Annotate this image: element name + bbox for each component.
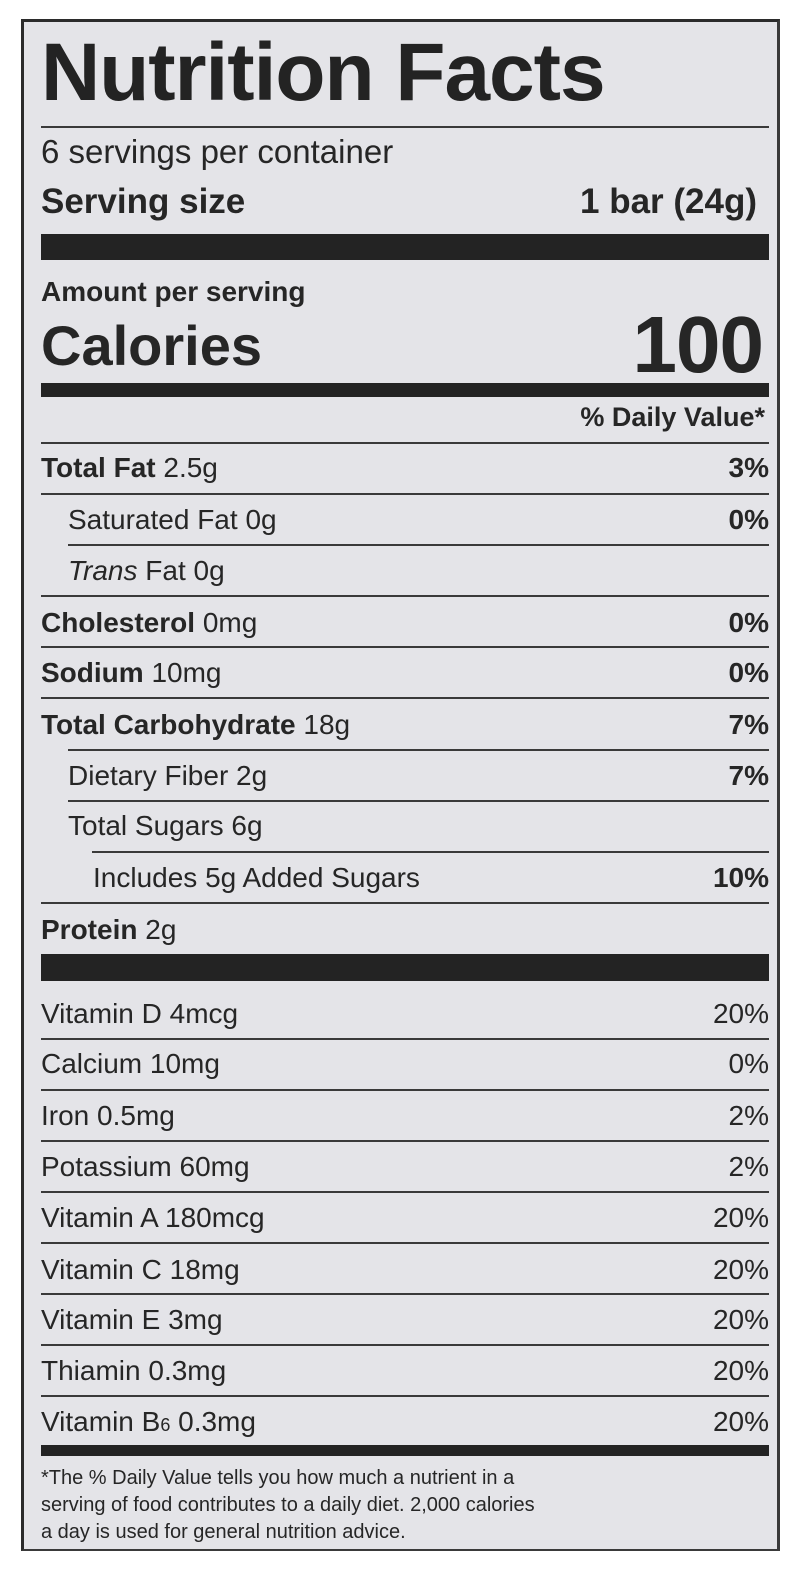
divider-thick-vitamins — [41, 954, 769, 981]
nutrient-name: Total Carbohydrate — [41, 709, 296, 740]
nutrient-amount: 18g — [303, 709, 351, 740]
divider-row — [41, 1191, 769, 1193]
divider-row — [68, 749, 769, 751]
vitamin-dv: 20% — [712, 1355, 769, 1386]
nutrient-dv: 7% — [728, 709, 769, 740]
divider-row — [41, 1395, 769, 1397]
divider-row — [41, 1140, 769, 1142]
nutrient-name: Protein — [41, 914, 138, 945]
vitamin-name: Thiamin 0.3mg — [41, 1355, 227, 1386]
vitamin-dv: 2% — [728, 1100, 769, 1131]
nutrient-amount: 0g — [193, 555, 225, 586]
vitamin-dv: 20% — [712, 1202, 769, 1233]
nutrient-amount: 6g — [231, 810, 263, 841]
divider-row — [68, 800, 769, 802]
nutrient-amount: 0mg — [202, 607, 258, 638]
vitamin-dv: 20% — [712, 1254, 769, 1285]
servings-per-container: 6 servings per container — [41, 133, 394, 170]
nutrient-dv: 3% — [728, 452, 769, 483]
footnote: *The % Daily Value tells you how much a … — [41, 1465, 761, 1546]
divider-row — [41, 493, 769, 495]
footnote-line: *The % Daily Value tells you how much a … — [41, 1467, 515, 1489]
nutrient-name: Fat — [145, 555, 186, 586]
footnote-line: a day is used for general nutrition advi… — [41, 1521, 406, 1543]
divider-dv — [41, 442, 769, 444]
vitamin-dv: 20% — [712, 1304, 769, 1335]
nutrient-dv: 0% — [728, 504, 769, 535]
vitamin-name: Vitamin B6 0.3mg — [41, 1406, 256, 1437]
nutrient-name-italic: Trans — [68, 555, 138, 586]
nutrient-amount: 0g — [245, 504, 277, 535]
amount-per-serving: Amount per serving — [41, 276, 306, 307]
vitamin-name: Vitamin D 4mcg — [41, 998, 239, 1029]
nutrition-facts-label: Nutrition Facts 6 servings per container… — [21, 19, 780, 1551]
divider-row — [41, 902, 769, 904]
nutrient-name: Saturated Fat — [68, 504, 238, 535]
divider-row — [41, 697, 769, 699]
label-title: Nutrition Facts — [41, 27, 606, 118]
nutrient-amount: 2g — [236, 760, 268, 791]
nutrient-name: Total Fat — [41, 452, 156, 483]
vitamin-name: Potassium 60mg — [41, 1151, 250, 1182]
vitamin-dv: 0% — [728, 1048, 769, 1079]
divider-title — [41, 126, 769, 128]
nutrient-name: Includes 5g Added Sugars — [93, 862, 420, 893]
divider-row — [41, 1242, 769, 1244]
divider-thick-serving — [41, 234, 769, 260]
serving-size-label: Serving size — [41, 182, 246, 221]
divider-row — [41, 1038, 769, 1040]
divider-row — [41, 1089, 769, 1091]
vitamin-name: Vitamin E 3mg — [41, 1304, 223, 1335]
daily-value-header: % Daily Value* — [580, 402, 765, 432]
nutrient-name: Cholesterol — [41, 607, 196, 638]
divider-medium-footnote — [41, 1445, 769, 1456]
divider-row — [41, 1344, 769, 1346]
nutrient-dv: 0% — [728, 607, 769, 638]
vitamin-name: Calcium 10mg — [41, 1048, 220, 1079]
calories-label: Calories — [41, 314, 262, 377]
nutrient-dv: 7% — [728, 760, 769, 791]
divider-row — [41, 1293, 769, 1295]
divider-row — [41, 595, 769, 597]
divider-medium-calories — [41, 383, 769, 397]
nutrient-dv: 10% — [712, 862, 769, 893]
nutrient-name: Total Sugars — [68, 810, 224, 841]
divider-row — [68, 544, 769, 546]
vitamin-dv: 20% — [712, 998, 769, 1029]
vitamin-name: Vitamin A 180mcg — [41, 1202, 265, 1233]
nutrient-amount: 2g — [145, 914, 177, 945]
nutrient-amount: 2.5g — [163, 452, 218, 483]
vitamin-name: Vitamin C 18mg — [41, 1254, 240, 1285]
vitamin-dv: 2% — [728, 1151, 769, 1182]
nutrient-dv: 0% — [728, 657, 769, 688]
vitamin-dv: 20% — [712, 1406, 769, 1437]
divider-row — [92, 851, 769, 853]
serving-size-value: 1 bar (24g) — [580, 182, 757, 221]
divider-row — [41, 646, 769, 648]
footnote-line: serving of food contributes to a daily d… — [41, 1494, 535, 1516]
nutrient-name: Sodium — [41, 657, 144, 688]
vitamin-name: Iron 0.5mg — [41, 1100, 175, 1131]
calories-value: 100 — [632, 300, 764, 389]
vitamin-subscript: 6 — [160, 1415, 171, 1435]
nutrient-name: Dietary Fiber — [68, 760, 229, 791]
nutrient-amount: 10mg — [151, 657, 222, 688]
